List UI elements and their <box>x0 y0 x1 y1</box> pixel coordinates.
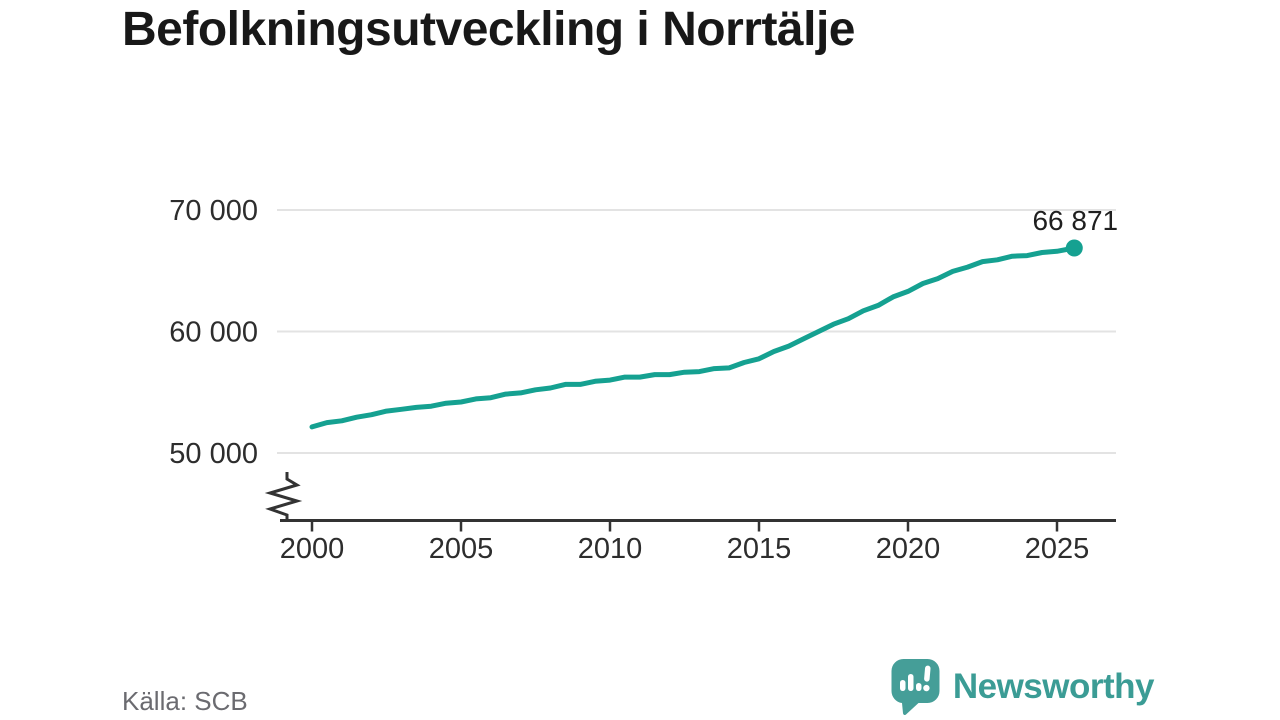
population-line <box>309 245 1077 430</box>
newsworthy-icon <box>891 659 940 715</box>
newsworthy-logo: Newsworthy <box>888 656 1155 718</box>
source-note: Källa: SCB <box>122 686 248 716</box>
x-axis-tick-label: 2025 <box>1025 533 1090 565</box>
y-axis-tick-label: 50 000 <box>169 438 258 470</box>
y-axis-break-icon <box>264 472 303 521</box>
x-axis-tick-label: 2010 <box>578 533 643 565</box>
x-axis-tick-label: 2020 <box>876 533 941 565</box>
y-axis-tick-label: 70 000 <box>169 195 258 227</box>
end-value-label: 66 871 <box>1032 205 1118 236</box>
x-axis-tick-label: 2005 <box>429 533 494 565</box>
x-axis-tick-label: 2015 <box>727 533 792 565</box>
newsworthy-wordmark: Newsworthy <box>952 667 1155 706</box>
chart-title: Befolkningsutveckling i Norrtälje <box>122 3 855 56</box>
x-axis-tick-label: 2000 <box>280 533 345 565</box>
y-axis-tick-label: 60 000 <box>169 317 258 349</box>
end-point-marker <box>1065 239 1083 257</box>
